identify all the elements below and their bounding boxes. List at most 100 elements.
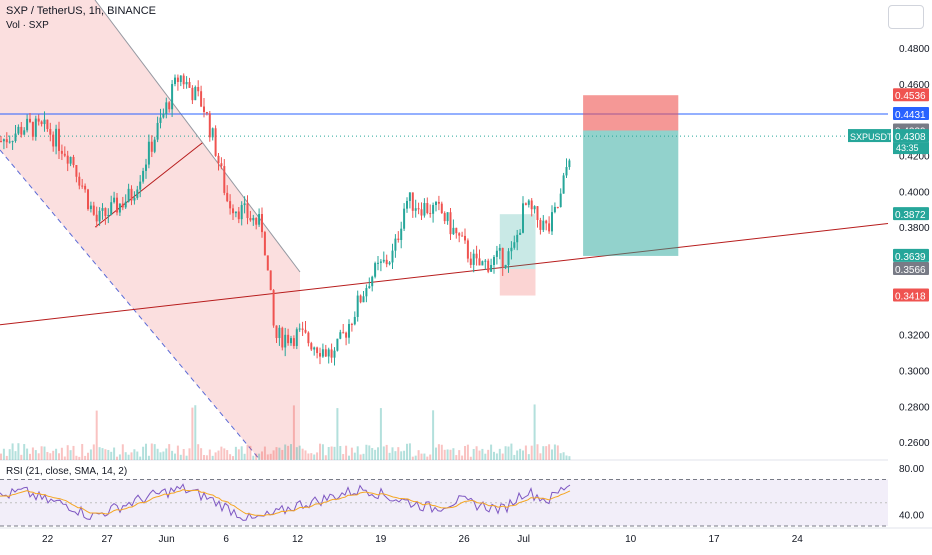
- volume-bar: [362, 453, 365, 460]
- volume-bar: [287, 445, 290, 460]
- candle-body: [258, 214, 261, 225]
- volume-bar: [98, 447, 101, 460]
- candle-body: [113, 197, 116, 203]
- candle-body: [223, 166, 226, 193]
- candle-body: [455, 227, 458, 234]
- volume-bar: [121, 444, 124, 460]
- volume-bar: [127, 454, 130, 460]
- candle-body: [255, 217, 258, 225]
- volume-bar: [536, 444, 539, 460]
- candle-body: [295, 329, 298, 346]
- volume-bar: [458, 450, 461, 460]
- volume-bar: [437, 444, 440, 460]
- volume-bar: [261, 451, 263, 460]
- candle-body: [484, 260, 487, 262]
- volume-bar: [272, 450, 275, 460]
- candle-body: [437, 201, 440, 204]
- volume-bar: [304, 450, 307, 460]
- candle-body: [411, 192, 414, 211]
- volume-bar: [249, 445, 252, 460]
- volume-bar: [449, 449, 452, 460]
- volume-bar: [14, 451, 17, 460]
- volume-bar: [527, 454, 530, 460]
- candle-body: [171, 84, 174, 110]
- volume-bar: [417, 450, 420, 460]
- volume-bar: [63, 456, 66, 460]
- volume-bar: [400, 451, 403, 460]
- candle-body: [55, 128, 58, 147]
- volume-bar: [542, 446, 545, 460]
- x-tick-label: 19: [375, 534, 387, 545]
- candle-body: [350, 324, 353, 326]
- volume-bar: [174, 453, 176, 460]
- candle-body: [420, 209, 423, 216]
- candle-body: [249, 218, 252, 221]
- candle-body: [26, 118, 29, 131]
- volume-bar: [359, 454, 362, 460]
- candle-body: [174, 77, 176, 85]
- volume-bar: [203, 454, 205, 460]
- candle-body: [287, 334, 290, 344]
- candle-body: [359, 295, 362, 303]
- candle-body: [208, 113, 211, 138]
- volume-bar: [420, 453, 423, 460]
- volume-bar: [188, 448, 191, 460]
- volume-bar: [107, 449, 110, 460]
- chart-settings-button[interactable]: [888, 5, 924, 29]
- volume-bar: [313, 454, 316, 460]
- volume-bar: [408, 443, 411, 460]
- volume-bar: [333, 446, 336, 460]
- candle-body: [194, 86, 197, 101]
- volume-bar: [382, 446, 385, 460]
- candle-body: [217, 155, 220, 164]
- volume-bar: [240, 446, 243, 460]
- volume-bar: [194, 405, 197, 460]
- volume-bar: [435, 447, 437, 460]
- candle-body: [472, 253, 475, 265]
- candle-body: [211, 128, 214, 138]
- candle-body: [391, 250, 394, 263]
- candle-body: [464, 235, 466, 241]
- x-tick-label: 6: [223, 534, 229, 545]
- candle-body: [69, 156, 72, 164]
- volume-bar: [226, 450, 229, 460]
- volume-bar: [165, 448, 168, 460]
- volume-bar: [124, 452, 127, 460]
- volume-bar: [365, 444, 368, 460]
- volume-bar: [319, 443, 321, 460]
- candle-body: [23, 130, 26, 135]
- rsi-ma-line: [0, 489, 571, 517]
- volume-bar: [501, 453, 504, 460]
- volume-bar: [426, 456, 429, 460]
- volume-bar: [229, 454, 232, 460]
- volume-bar: [20, 454, 23, 460]
- volume-bar: [179, 454, 182, 460]
- volume-bar: [191, 407, 194, 460]
- volume-bar: [455, 455, 458, 460]
- channel-line-lower: [0, 149, 261, 461]
- candle-body: [368, 286, 371, 289]
- volume-bar: [432, 410, 435, 460]
- candle-body: [89, 205, 92, 210]
- candle-body: [553, 206, 556, 213]
- candle-body: [504, 264, 507, 268]
- candle-body: [440, 203, 443, 214]
- volume-bar: [429, 454, 432, 460]
- volume-bar: [290, 444, 292, 460]
- candle-body: [466, 240, 469, 259]
- candle-body: [501, 247, 504, 268]
- candle-body: [339, 332, 342, 339]
- volume-bar: [464, 445, 466, 460]
- volume-bar: [5, 455, 8, 460]
- volume-bar: [411, 456, 414, 460]
- volume-bar: [101, 448, 104, 460]
- price-label: 0.3418: [895, 292, 926, 303]
- volume-bar: [2, 448, 5, 460]
- x-tick-label: 17: [708, 534, 720, 545]
- y-tick-label: 0.2600: [899, 438, 930, 449]
- price-label-bg: [893, 88, 929, 102]
- candle-body: [121, 203, 124, 208]
- candle-body: [362, 296, 365, 303]
